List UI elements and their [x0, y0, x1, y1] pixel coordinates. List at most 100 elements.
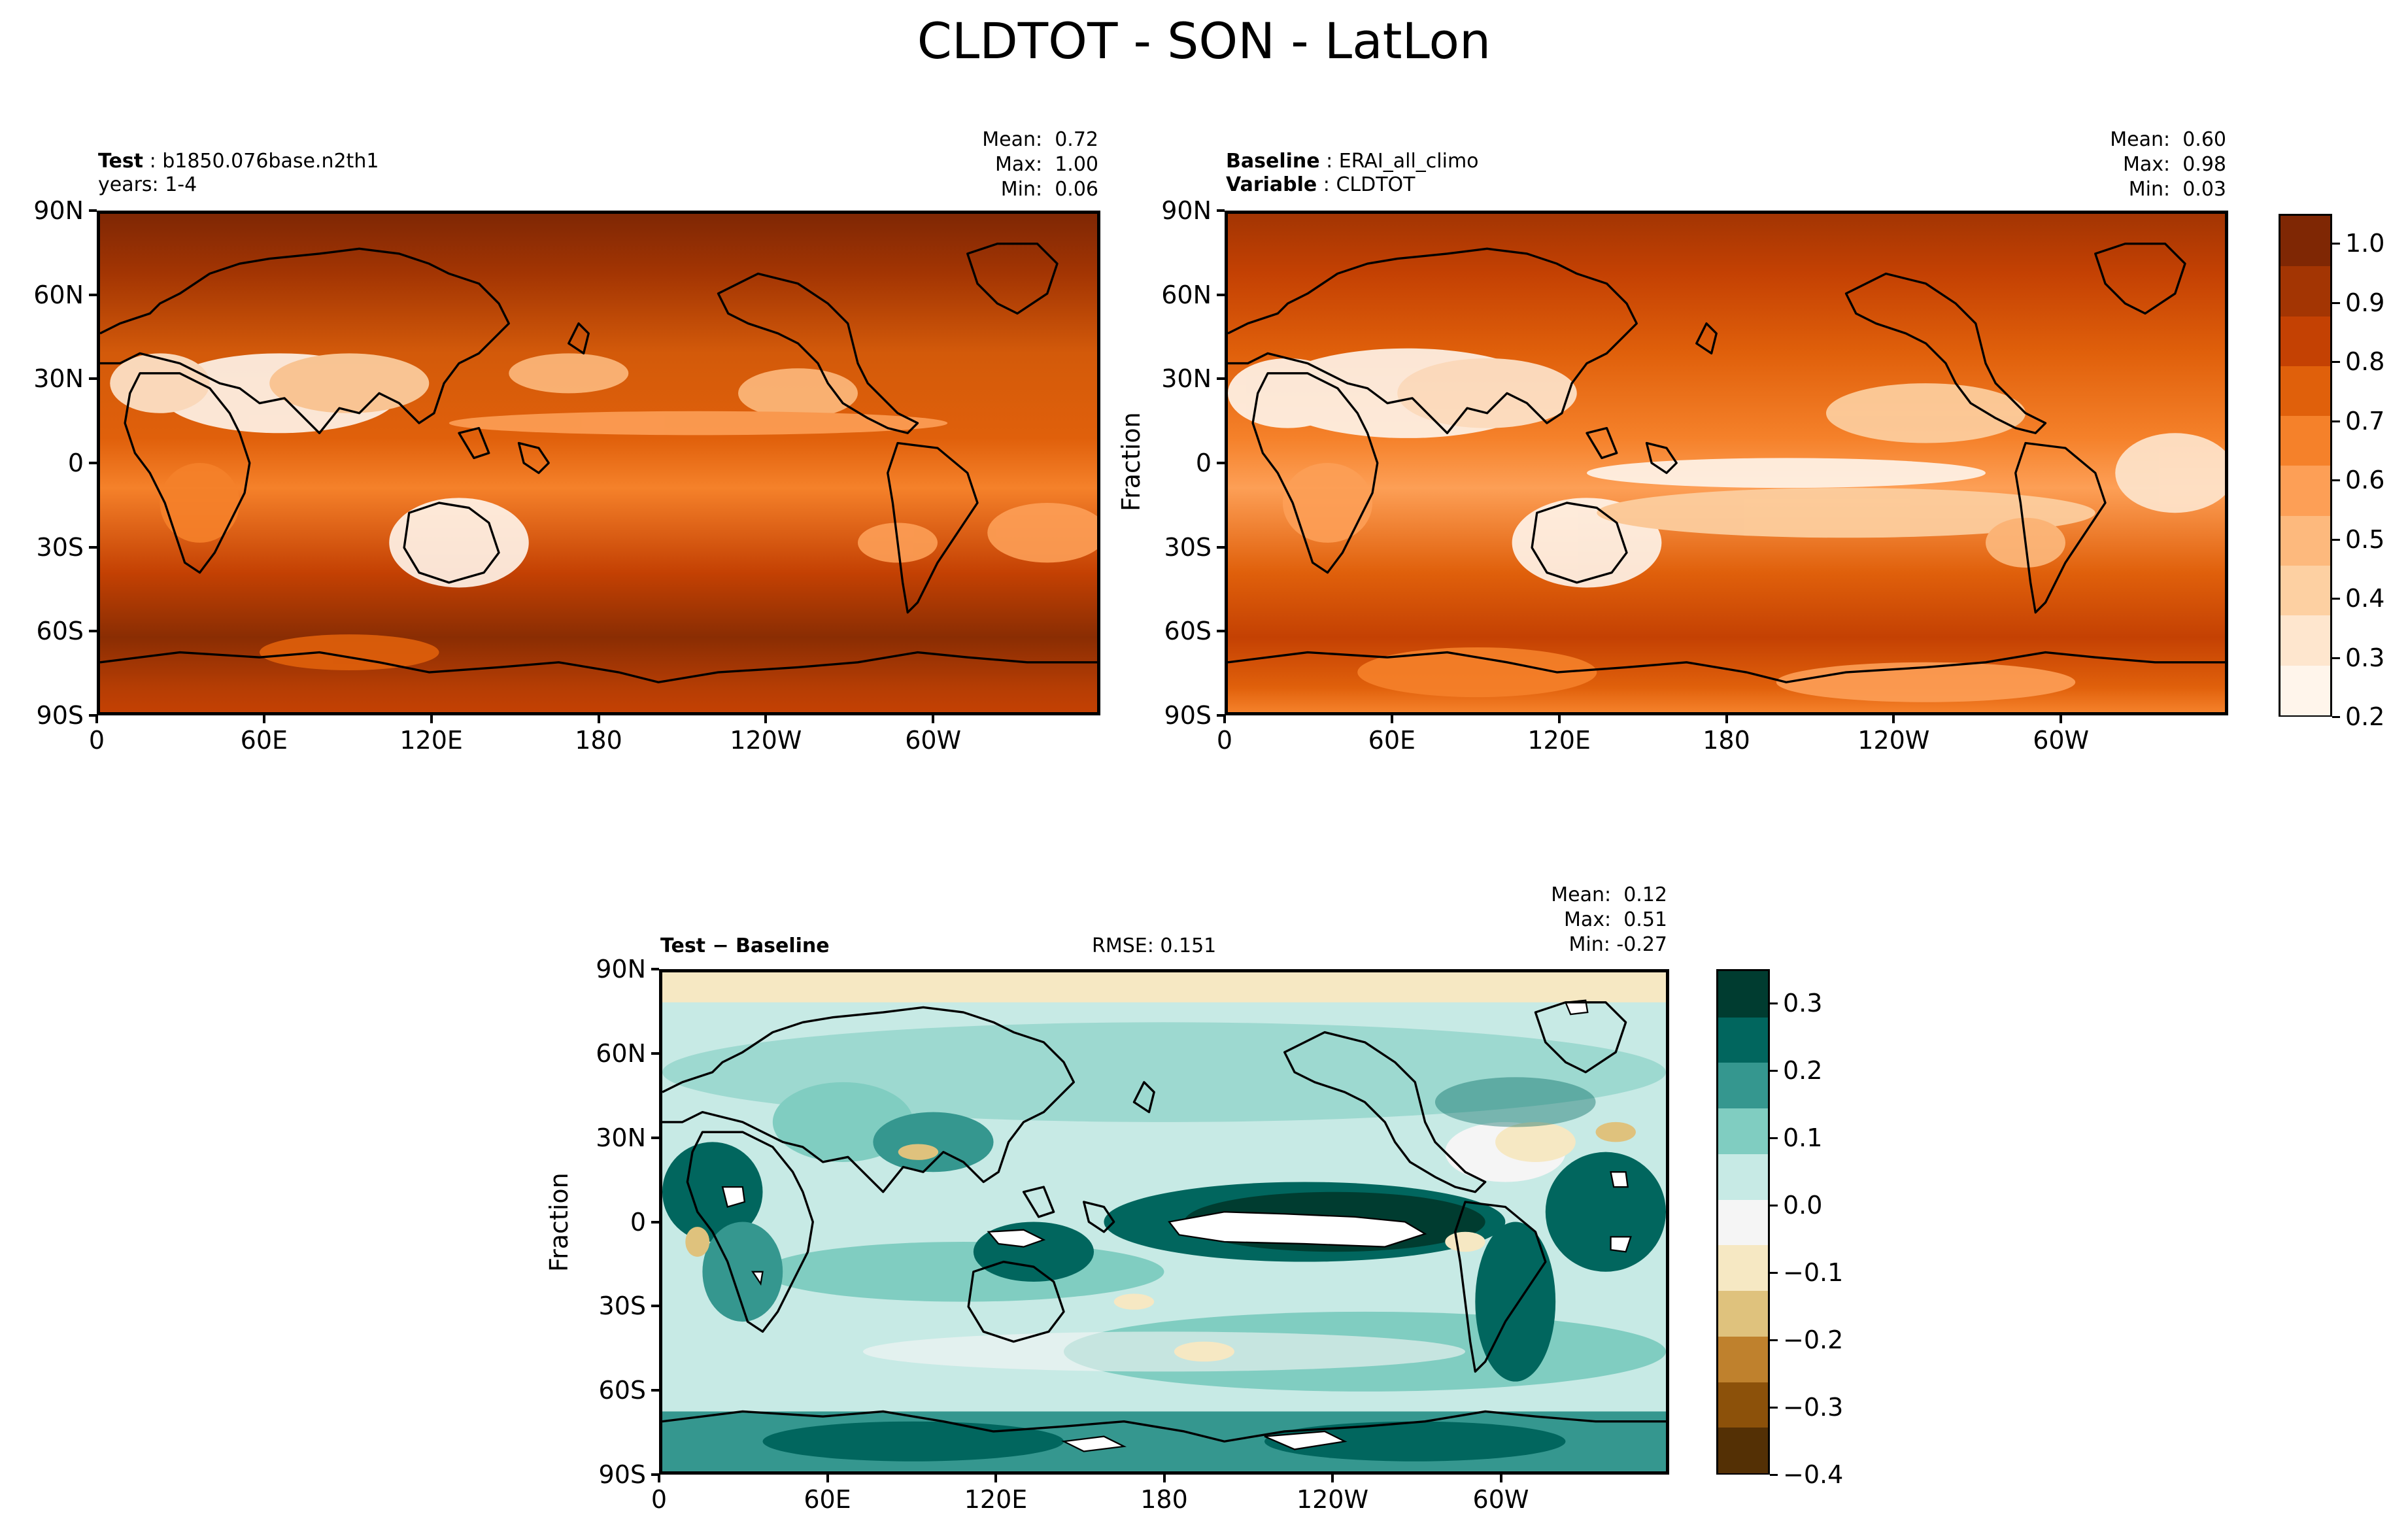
diff-colorbar-segment [1718, 1244, 1768, 1292]
diff-colorbar-segment [1718, 1290, 1768, 1337]
top-colorbar-tick-label: 0.3 [2345, 643, 2385, 672]
top-colorbar-tick-label: 1.0 [2345, 229, 2385, 258]
baseline-lat-tick-label: 0 [1195, 449, 1212, 477]
test-lat-tick-label: 60N [33, 280, 84, 309]
test-coastlines [100, 243, 1097, 683]
baseline-lon-tick-label: 120E [1527, 726, 1591, 755]
diff-rmse: RMSE: 0.151 [1092, 934, 1217, 957]
test-stats: Mean: 0.72 Max: 1.00 Min: 0.06 [982, 128, 1098, 201]
test-lat-tick-label: 30S [36, 532, 84, 562]
top-colorbar-tick-mark [2332, 361, 2340, 364]
diff-colorbar-tick-label: 0.3 [1783, 988, 1823, 1018]
test-lat-tick-mark [89, 462, 97, 464]
test-lon-tick-label: 60W [905, 726, 962, 755]
top-colorbar-tick-mark [2332, 243, 2340, 245]
baseline-lat-tick-mark [1217, 377, 1225, 381]
diff-colorbar-segment [1718, 1016, 1768, 1063]
top-colorbar-tick-mark [2332, 538, 2340, 541]
diff-lat-tick-mark [651, 1136, 659, 1139]
top-colorbar-segment [2281, 465, 2330, 516]
baseline-lon-tick-mark [2060, 715, 2063, 723]
diff-lat-tick-mark [651, 1052, 659, 1055]
test-lat-tick-label: 0 [67, 449, 84, 477]
top-colorbar-segment [2281, 415, 2330, 466]
diff-colorbar-tick-mark [1770, 1002, 1778, 1004]
diff-lon-tick-label: 120W [1296, 1485, 1369, 1514]
diff-colorbar-segment [1718, 1199, 1768, 1246]
baseline-lat-tick-mark [1217, 293, 1225, 296]
top-colorbar [2279, 214, 2332, 717]
diff-lon-tick-mark [658, 1475, 660, 1482]
test-lat-tick-mark [89, 545, 97, 549]
diff-lon-tick-label: 0 [651, 1485, 668, 1514]
top-colorbar-segment [2281, 365, 2330, 417]
baseline-variable: Variable : CLDTOT [1226, 173, 1416, 196]
top-colorbar-tick-label: 0.8 [2345, 347, 2385, 377]
test-lat-tick-label: 60S [36, 617, 84, 646]
baseline-lon-tick-mark [1223, 715, 1226, 723]
diff-colorbar [1716, 969, 1770, 1475]
baseline-lon-tick-label: 60E [1368, 726, 1416, 755]
top-colorbar-segment [2281, 565, 2330, 616]
test-lat-tick-mark [89, 377, 97, 381]
diff-colorbar-tick-mark [1770, 1474, 1778, 1476]
baseline-lon-tick-mark [1390, 715, 1393, 723]
diff-lat-tick-mark [651, 1305, 659, 1308]
baseline-stats: Mean: 0.60 Max: 0.98 Min: 0.03 [2110, 128, 2226, 201]
baseline-lon-tick-label: 120W [1857, 726, 1930, 755]
baseline-lat-tick-mark [1217, 545, 1225, 549]
diff-colorbar-tick-label: 0.2 [1783, 1055, 1823, 1085]
top-colorbar-segment [2281, 216, 2330, 267]
top-colorbar-tick-mark [2332, 301, 2340, 304]
baseline-lon-tick-label: 60W [2033, 726, 2090, 755]
top-colorbar-tick-mark [2332, 598, 2340, 600]
diff-colorbar-segment [1718, 1062, 1768, 1109]
baseline-lat-tick-mark [1217, 462, 1225, 464]
baseline-lat-tick-label: 30N [1161, 364, 1212, 394]
diff-colorbar-tick-mark [1770, 1137, 1778, 1139]
diff-map [659, 969, 1669, 1475]
diff-lat-tick-label: 90N [596, 955, 646, 984]
diff-lon-tick-mark [1331, 1475, 1334, 1482]
diff-lat-tick-label: 0 [630, 1207, 646, 1237]
top-colorbar-tick-mark [2332, 479, 2340, 482]
diff-colorbar-tick-label: −0.3 [1783, 1392, 1844, 1422]
baseline-lon-tick-mark [1892, 715, 1895, 723]
baseline-map [1225, 211, 2228, 715]
diff-lon-tick-mark [1162, 1475, 1166, 1482]
figure-title: CLDTOT - SON - LatLon [917, 12, 1491, 70]
diff-lon-tick-label: 120E [964, 1485, 1028, 1514]
diff-label: Test − Baseline [660, 934, 830, 957]
test-map-field [100, 214, 1097, 712]
baseline-lat-tick-label: 60N [1161, 280, 1212, 309]
baseline-lon-tick-label: 0 [1216, 726, 1233, 755]
top-colorbar-tick-label: 0.7 [2345, 406, 2385, 436]
diff-colorbar-segment [1718, 1381, 1768, 1428]
test-lon-tick-label: 60E [240, 726, 288, 755]
diff-lon-tick-mark [826, 1475, 829, 1482]
diff-colorbar-tick-mark [1770, 1339, 1778, 1341]
diff-colorbar-tick-mark [1770, 1069, 1778, 1072]
top-colorbar-tick-mark [2332, 657, 2340, 659]
diff-lat-tick-mark [651, 1220, 659, 1223]
baseline-lat-tick-mark [1217, 714, 1225, 717]
diff-lat-tick-mark [651, 968, 659, 970]
top-colorbar-segment [2281, 515, 2330, 566]
diff-colorbar-tick-mark [1770, 1406, 1778, 1409]
top-colorbar-tick-label: 0.5 [2345, 524, 2385, 554]
test-lon-tick-mark [764, 715, 768, 723]
test-lon-tick-label: 180 [575, 726, 622, 755]
diff-lon-tick-mark [1499, 1475, 1502, 1482]
test-label: Test : b1850.076base.n2th1 [98, 150, 379, 173]
test-lon-tick-mark [262, 715, 265, 723]
test-lat-tick-mark [89, 209, 97, 212]
top-colorbar-segment [2281, 315, 2330, 366]
baseline-lat-tick-mark [1217, 209, 1225, 212]
baseline-lon-tick-mark [1725, 715, 1728, 723]
diff-lon-tick-label: 180 [1140, 1485, 1188, 1514]
baseline-lon-tick-label: 180 [1703, 726, 1750, 755]
diff-colorbar-segment [1718, 1108, 1768, 1154]
diff-coastlines [662, 1001, 1666, 1443]
diff-lat-tick-mark [651, 1389, 659, 1392]
diff-colorbar-segment [1718, 1335, 1768, 1382]
